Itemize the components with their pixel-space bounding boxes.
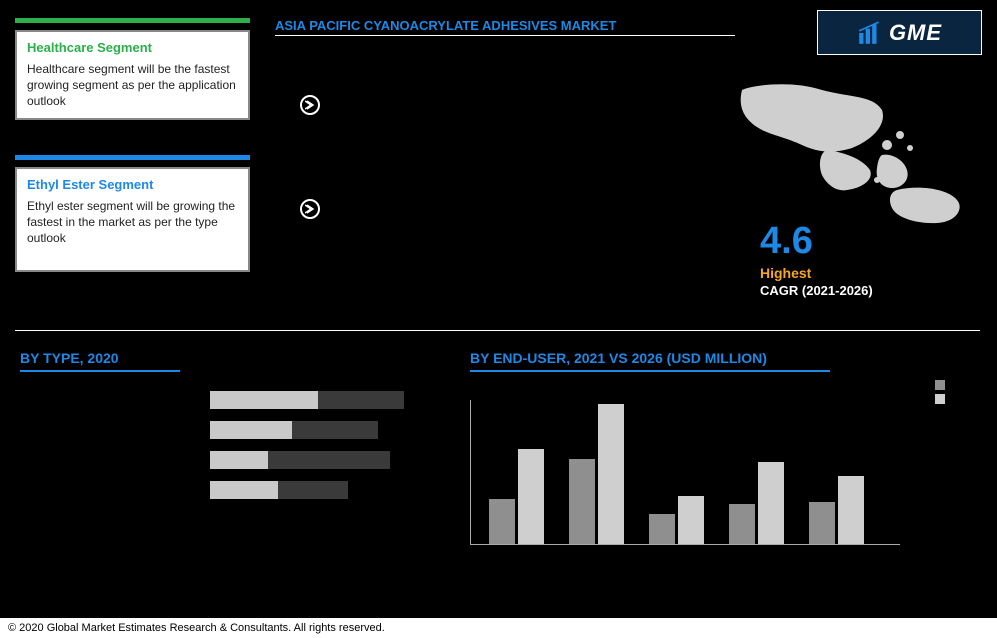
bullet-icon-1: [300, 95, 320, 115]
hbar-segment: [278, 481, 348, 499]
ethyl-card-title: Ethyl Ester Segment: [27, 177, 238, 192]
hbar-segment: [210, 391, 318, 409]
bar-2021: [729, 504, 755, 544]
asia-pacific-map: [732, 80, 967, 225]
bar-2026: [838, 476, 864, 544]
healthcare-card-body: Healthcare segment will be the fastest g…: [27, 61, 238, 110]
hbar-segment: [210, 421, 292, 439]
by-enduser-underline: [470, 370, 830, 372]
hbar-segment: [210, 451, 268, 469]
main-title: ASIA PACIFIC CYANOACRYLATE ADHESIVES MAR…: [275, 18, 616, 33]
bar-2026: [678, 496, 704, 544]
bar-group: [809, 476, 864, 544]
ethyl-card: Ethyl Ester Segment Ethyl ester segment …: [15, 167, 250, 272]
by-type-title: BY TYPE, 2020: [20, 350, 119, 366]
hbar-segment: [292, 421, 378, 439]
bar-2021: [489, 499, 515, 544]
chart-legend: [935, 380, 950, 408]
end-user-bar-chart: [470, 380, 900, 565]
hbar-row: [210, 480, 420, 500]
healthcare-card-title: Healthcare Segment: [27, 40, 238, 55]
gme-logo: GME: [817, 10, 982, 55]
bullet-icon-2: [300, 199, 320, 219]
bar-2021: [569, 459, 595, 544]
bar-group: [569, 404, 624, 544]
hbar-row: [210, 420, 420, 440]
bar-group: [649, 496, 704, 544]
hbar-row: [210, 450, 420, 470]
logo-bars-icon: [857, 20, 883, 46]
cagr-highest: Highest: [760, 265, 873, 281]
accent-bar-ethyl: [15, 155, 250, 160]
chart-axes: [470, 400, 900, 545]
bar-2026: [758, 462, 784, 544]
hbar-segment: [318, 391, 404, 409]
bar-group: [489, 449, 544, 544]
by-enduser-title: BY END-USER, 2021 VS 2026 (USD MILLION): [470, 350, 767, 366]
by-type-underline: [20, 370, 180, 372]
legend-item: [935, 394, 950, 404]
cagr-block: 4.6 Highest CAGR (2021-2026): [760, 220, 873, 298]
bar-group: [729, 462, 784, 544]
legend-swatch: [935, 394, 945, 404]
bar-2026: [518, 449, 544, 544]
divider-mid: [15, 330, 980, 331]
by-type-hbar-chart: [210, 390, 420, 510]
divider-top: [275, 35, 735, 36]
healthcare-card: Healthcare Segment Healthcare segment wi…: [15, 30, 250, 120]
logo-text: GME: [889, 20, 942, 46]
ethyl-card-body: Ethyl ester segment will be growing the …: [27, 198, 238, 247]
hbar-row: [210, 390, 420, 410]
bar-2021: [809, 502, 835, 544]
footer-copyright: © 2020 Global Market Estimates Research …: [0, 618, 997, 638]
cagr-value: 4.6: [760, 220, 873, 263]
cagr-label: CAGR (2021-2026): [760, 283, 873, 298]
hbar-segment: [210, 481, 278, 499]
hbar-segment: [268, 451, 390, 469]
accent-bar-healthcare: [15, 18, 250, 23]
legend-swatch: [935, 380, 945, 390]
legend-item: [935, 380, 950, 390]
bar-2021: [649, 514, 675, 544]
bar-2026: [598, 404, 624, 544]
